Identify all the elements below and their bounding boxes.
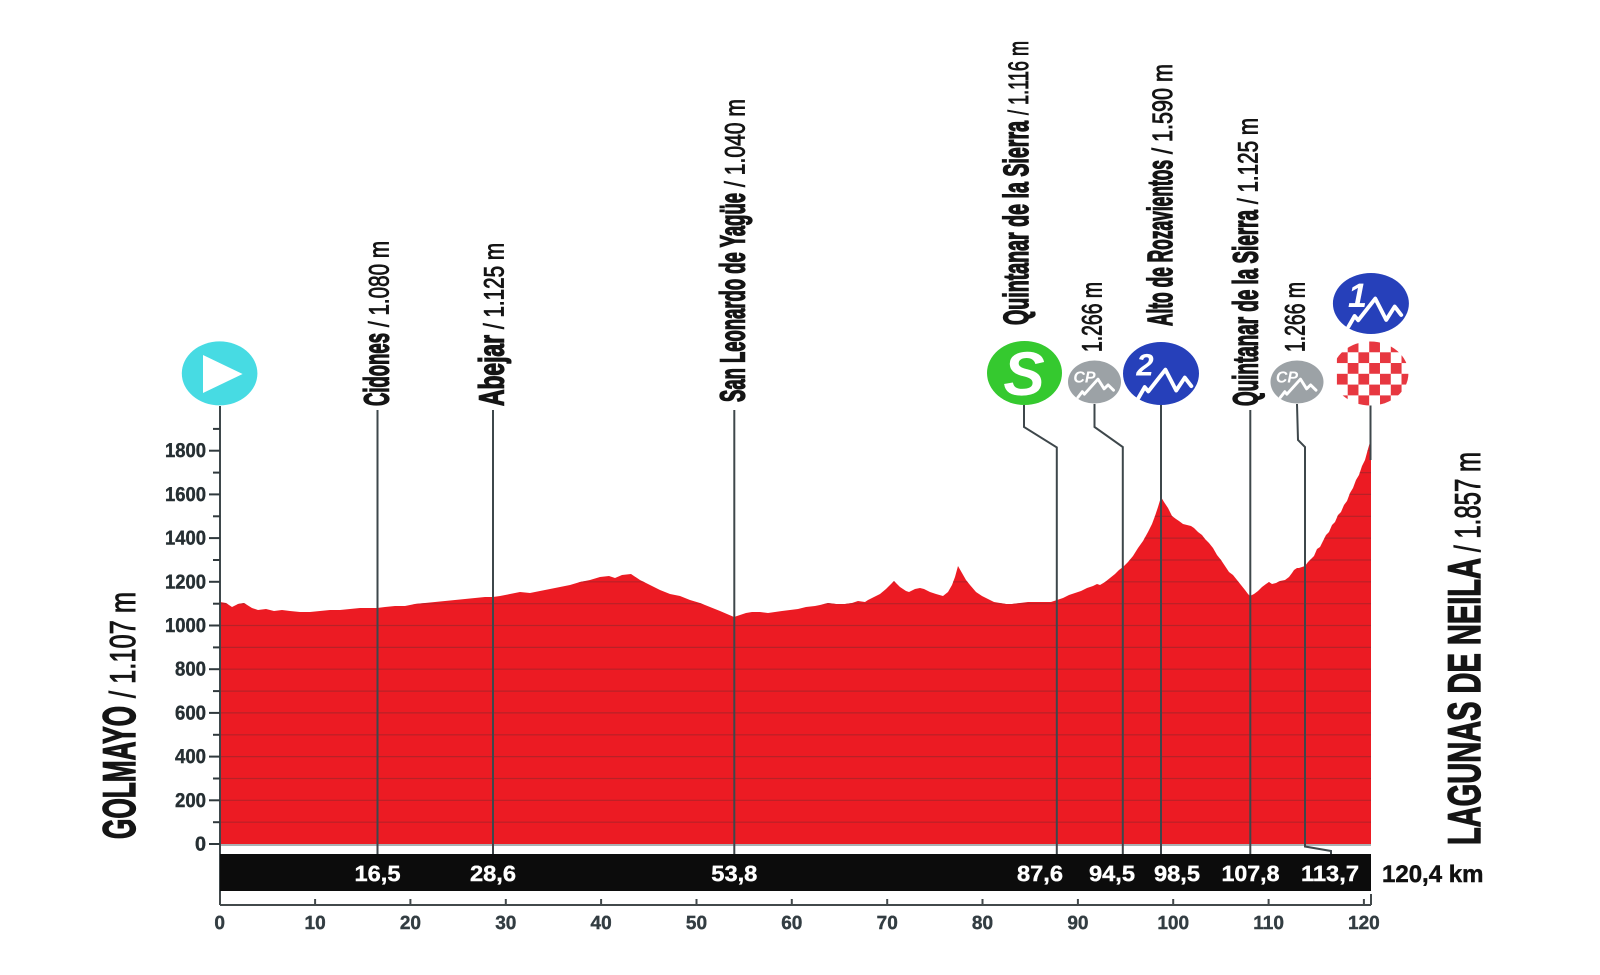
svg-text:110: 110 [1253,913,1284,934]
svg-text:/ 1.857 m: / 1.857 m [1447,452,1488,552]
svg-text:53,8: 53,8 [711,861,757,886]
svg-text:1600: 1600 [165,484,206,506]
svg-text:90: 90 [1067,913,1088,934]
svg-text:120,4 km: 120,4 km [1382,861,1483,888]
svg-text:2: 2 [1135,348,1153,383]
svg-text:1800: 1800 [165,440,206,462]
svg-text:87,6: 87,6 [1017,861,1063,886]
svg-text:1: 1 [1348,277,1367,315]
svg-text:/ 1.125 m: / 1.125 m [479,243,510,329]
svg-text:1400: 1400 [165,528,206,550]
svg-text:50: 50 [686,913,707,934]
svg-text:200: 200 [175,790,206,812]
svg-text:107,8: 107,8 [1222,861,1280,886]
svg-text:113,7: 113,7 [1301,861,1359,886]
svg-text:/ 1.116 m: / 1.116 m [1003,41,1034,115]
svg-text:S: S [1003,340,1044,409]
svg-text:120: 120 [1348,913,1380,934]
svg-text:1.266 m: 1.266 m [1077,282,1108,352]
svg-text:CP: CP [1276,370,1299,387]
svg-text:1200: 1200 [165,571,206,593]
svg-text:CP: CP [1073,370,1096,387]
svg-text:LAGUNAS DE NEILA: LAGUNAS DE NEILA [1438,558,1490,845]
svg-text:100: 100 [1157,913,1189,934]
svg-text:San Leonardo de Yagüe: San Leonardo de Yagüe [714,193,753,402]
svg-text:600: 600 [175,702,206,724]
svg-text:/ 1.040 m: / 1.040 m [720,99,751,187]
svg-text:94,5: 94,5 [1089,861,1135,886]
svg-text:1000: 1000 [165,615,206,637]
svg-text:40: 40 [591,913,612,934]
svg-text:GOLMAYO: GOLMAYO [93,706,145,839]
svg-text:30: 30 [495,913,516,934]
svg-text:Quintanar de la Sierra: Quintanar de la Sierra [997,121,1036,325]
svg-text:Alto de Rozavientos: Alto de Rozavientos [1141,160,1180,326]
svg-text:Abejar: Abejar [473,335,512,406]
svg-text:60: 60 [781,913,802,934]
svg-text:0: 0 [214,913,225,934]
svg-text:20: 20 [400,913,421,934]
svg-text:/ 1.107 m: / 1.107 m [102,592,143,698]
svg-text:Quintanar de la Sierra: Quintanar de la Sierra [1227,210,1266,406]
svg-text:1.266 m: 1.266 m [1280,282,1311,352]
svg-text:98,5: 98,5 [1154,861,1200,886]
svg-text:/ 1.080 m: / 1.080 m [364,241,395,327]
svg-text:800: 800 [175,659,206,681]
svg-text:28,6: 28,6 [470,861,516,886]
svg-text:16,5: 16,5 [355,861,401,886]
svg-text:/ 1.590 m: / 1.590 m [1147,64,1178,154]
svg-text:Cidones: Cidones [358,333,397,406]
svg-text:80: 80 [972,913,993,934]
svg-text:/ 1.125 m: / 1.125 m [1233,118,1264,204]
svg-text:70: 70 [877,913,898,934]
svg-text:10: 10 [305,913,326,934]
svg-text:0: 0 [195,834,206,856]
svg-text:400: 400 [175,746,206,768]
